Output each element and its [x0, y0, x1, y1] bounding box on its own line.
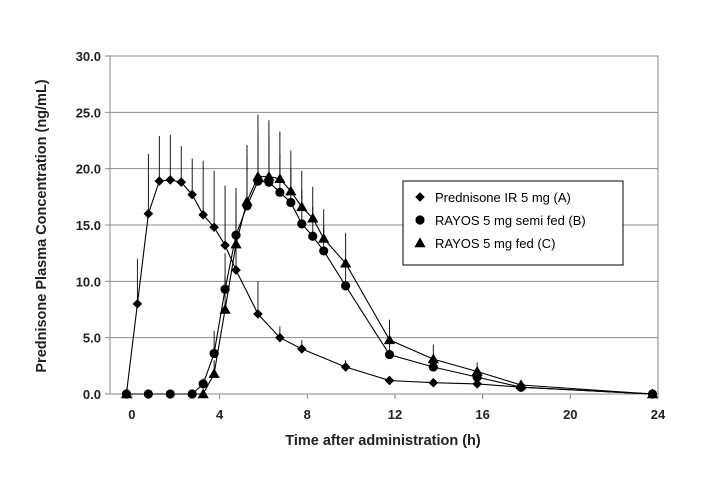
data-point-circle	[308, 231, 318, 241]
data-point-diamond	[187, 189, 197, 200]
data-point-diamond	[340, 362, 351, 372]
y-tick-label: 0.0	[83, 387, 101, 402]
data-point-triangle	[208, 368, 220, 378]
series-circle	[121, 133, 658, 399]
data-point-circle	[286, 197, 296, 208]
data-point-diamond	[143, 208, 154, 219]
data-point-triangle	[383, 334, 396, 345]
x-tick-label: 4	[216, 407, 224, 422]
data-point-diamond	[154, 176, 165, 186]
data-point-triangle	[340, 257, 352, 268]
data-point-circle	[415, 215, 425, 225]
data-point-diamond	[220, 240, 230, 251]
data-point-triangle	[471, 365, 483, 376]
data-point-triangle	[296, 201, 308, 212]
y-tick-label: 30.0	[76, 49, 101, 64]
data-point-circle	[297, 219, 307, 229]
data-point-diamond	[275, 332, 285, 343]
data-point-triangle	[318, 232, 330, 243]
x-tick-label: 20	[563, 407, 577, 422]
x-tick-label: 8	[304, 407, 311, 422]
data-point-diamond	[176, 177, 187, 187]
data-point-circle	[275, 187, 285, 197]
series-diamond	[121, 134, 658, 399]
data-series	[120, 114, 659, 399]
x-tick-label: 16	[475, 407, 489, 422]
data-point-triangle	[646, 388, 659, 399]
x-tick-label: 0	[128, 407, 135, 422]
data-point-diamond	[231, 265, 241, 275]
y-tick-label: 15.0	[76, 218, 101, 233]
data-point-triangle	[515, 379, 527, 390]
data-point-diamond	[198, 210, 208, 220]
axes: 0.0 5.0 10.0 15.0 20.0 25.0 30.0 0 4 8 12 16 20 24	[76, 49, 666, 422]
data-point-circle	[384, 349, 395, 360]
data-point-triangle	[120, 388, 133, 399]
data-point-circle	[428, 362, 438, 372]
data-point-diamond	[472, 379, 482, 389]
data-point-triangle	[219, 303, 231, 314]
data-point-circle	[198, 379, 208, 389]
data-point-circle	[341, 281, 351, 291]
x-axis-title: Time after administration (h)	[285, 433, 481, 449]
data-point-triangle	[285, 185, 297, 196]
legend-box	[402, 180, 624, 266]
data-point-triangle	[274, 173, 286, 184]
x-tick-label: 12	[388, 407, 402, 422]
y-axis-title: Prednisone Plasma Concentration (ng/mL)	[34, 79, 50, 372]
data-point-triangle	[197, 388, 209, 399]
y-tick-label: 5.0	[83, 331, 101, 346]
data-point-diamond	[132, 299, 143, 309]
data-point-triangle	[263, 170, 275, 181]
data-point-diamond	[253, 309, 263, 319]
series-triangle	[120, 114, 659, 399]
data-point-diamond	[209, 222, 219, 233]
legend: Prednisone IR 5 mg (A) RAYOS 5 mg semi fe…	[402, 180, 624, 266]
data-point-triangle	[230, 238, 242, 249]
data-point-triangle	[307, 212, 319, 223]
series-line	[126, 180, 653, 395]
legend-label: RAYOS 5 mg semi fed (B)	[435, 213, 586, 228]
legend-label: RAYOS 5 mg fed (C)	[435, 236, 555, 251]
data-point-triangle	[241, 195, 253, 206]
y-tick-label: 10.0	[76, 274, 101, 289]
data-point-diamond	[415, 192, 425, 202]
legend-label: Prednisone IR 5 mg (A)	[435, 190, 571, 205]
y-tick-label: 20.0	[76, 162, 101, 177]
data-point-circle	[319, 246, 329, 256]
data-point-triangle	[252, 170, 264, 181]
x-tick-label: 24	[651, 407, 666, 422]
data-point-triangle	[414, 237, 426, 248]
data-point-diamond	[297, 344, 307, 354]
data-point-circle	[209, 348, 219, 359]
y-tick-label: 25.0	[76, 105, 101, 120]
data-point-diamond	[384, 375, 395, 386]
data-point-diamond	[165, 175, 176, 185]
data-point-triangle	[427, 353, 439, 364]
data-point-diamond	[428, 377, 439, 388]
